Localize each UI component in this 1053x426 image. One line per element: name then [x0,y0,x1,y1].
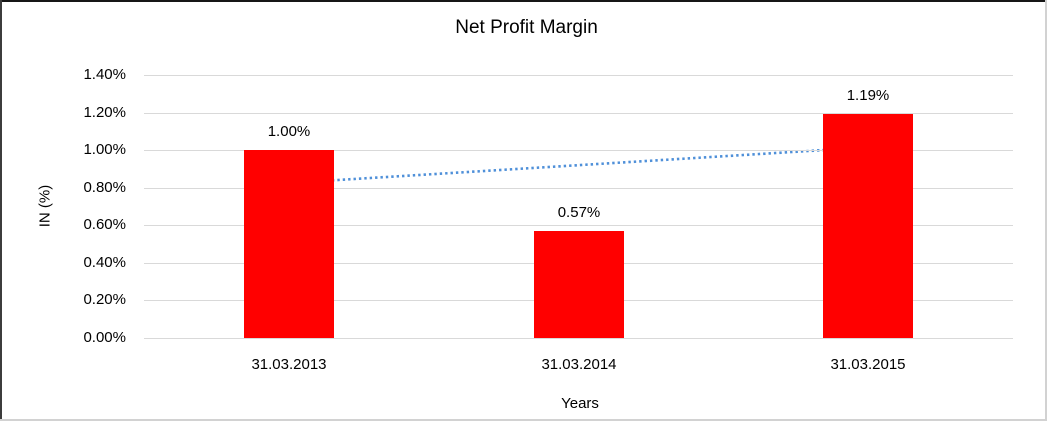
bar-31.03.2014 [534,231,624,338]
x-tick-label: 31.03.2015 [830,356,906,373]
y-tick-label: 0.60% [83,216,126,233]
gridline [144,150,1013,151]
chart-title: Net Profit Margin [455,17,598,38]
y-tick-label: 1.20% [83,104,126,121]
gridline [144,75,1013,76]
y-tick-label: 0.40% [83,254,126,271]
y-tick-label: 1.00% [83,141,126,158]
y-tick-label: 0.20% [83,291,126,308]
gridline [144,188,1013,189]
gridline [144,338,1013,339]
x-tick-label: 31.03.2013 [251,356,327,373]
gridline [144,225,1013,226]
frame-edge-right [1045,0,1047,421]
bar-data-label: 1.00% [267,123,311,140]
frame-edge-bottom [0,419,1047,421]
bar-data-label: 1.19% [846,87,890,104]
bar-31.03.2013 [244,150,334,338]
y-tick-label: 1.40% [83,66,126,83]
x-tick-label: 31.03.2014 [541,356,617,373]
frame-edge-left [0,0,2,421]
y-tick-label: 0.80% [83,179,126,196]
bar-31.03.2015 [823,114,913,338]
gridline [144,113,1013,114]
bar-data-label: 0.57% [557,204,601,221]
y-tick-label: 0.00% [83,329,126,346]
x-axis-title: Years [561,395,599,412]
frame-edge-top [0,0,1047,2]
